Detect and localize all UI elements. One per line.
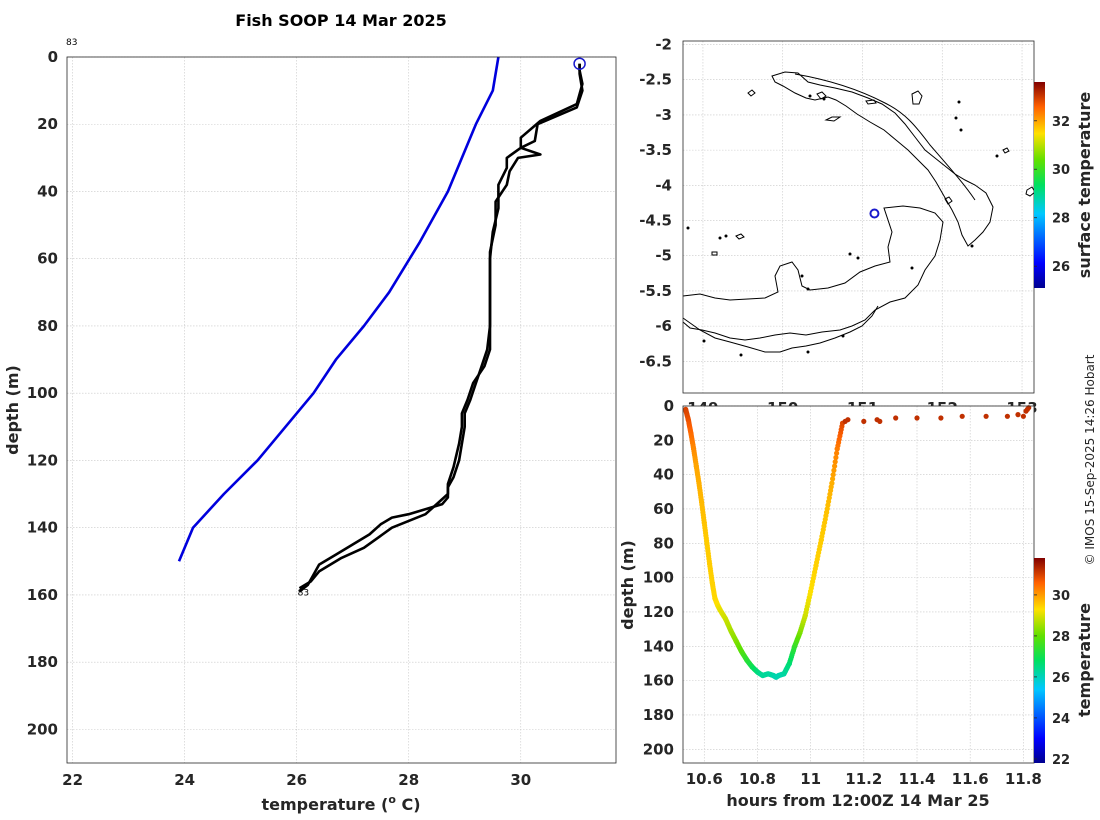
surface-point — [938, 415, 944, 421]
upcast-point — [829, 480, 835, 486]
map-colorbar-tick-label: 28 — [1052, 212, 1070, 227]
profile-y-tick-label: 60 — [37, 250, 58, 268]
map-y-tick-label: -5 — [655, 247, 672, 265]
timeseries-panel: 10.6 10.8 11 11.2 11.4 11.6 11.8 0 20 40 60 80 100 12… — [618, 397, 1094, 810]
temperature-colorbar-label: temperature — [1075, 603, 1094, 717]
temperature-colorbar-tick-label: 26 — [1052, 671, 1070, 686]
map-y-tick-label: -4.5 — [639, 212, 672, 230]
profile-y-label: depth (m) — [3, 365, 22, 455]
upcast-point — [833, 454, 839, 461]
profile-y-tick-label: 80 — [37, 317, 58, 335]
surface-point — [1020, 413, 1026, 419]
upcast-point — [831, 467, 837, 473]
surface-point — [893, 415, 899, 421]
figure-title: Fish SOOP 14 Mar 2025 — [235, 11, 446, 30]
map-colorbar-tick-label: 32 — [1052, 115, 1070, 130]
map-y-tick-label: -6 — [655, 317, 672, 335]
profile-axes-frame — [66, 56, 617, 764]
timeseries-x-tick-label: 11.2 — [845, 770, 882, 788]
timeseries-y-tick-label: 140 — [643, 637, 674, 655]
timeseries-x-tick-label: 11 — [800, 770, 821, 788]
surface-point — [1026, 405, 1032, 411]
temperature-colorbar-tick-label: 24 — [1052, 712, 1070, 727]
temperature-colorbar-tick-label: 28 — [1052, 630, 1070, 645]
map-y-tick-label: -3.5 — [639, 141, 672, 159]
timeseries-y-tick-label: 120 — [643, 603, 674, 621]
profile-series-climatology — [177, 56, 500, 562]
timeseries-x-tick-label: 11.4 — [898, 770, 935, 788]
profile-y-tick-label: 100 — [27, 384, 58, 402]
upcast-point — [832, 459, 838, 465]
profile-y-tick-label: 20 — [37, 115, 58, 133]
surface-point — [1015, 412, 1021, 418]
map-dots — [686, 94, 999, 357]
timeseries-y-tick-label: 160 — [643, 672, 674, 690]
map-y-tick-label: -2 — [655, 36, 672, 54]
timeseries-x-tick-label: 10.6 — [686, 770, 723, 788]
coastline — [682, 71, 1036, 353]
upcast-point — [834, 450, 840, 456]
timeseries-y-tick-label: 200 — [643, 740, 674, 758]
map-panel: 149150151152153-2-2.5-3-3.5-4-4.5-5-5.5-… — [639, 36, 1094, 417]
profile-x-tick-label: 30 — [510, 771, 531, 789]
timeseries-y-tick-label: 100 — [643, 569, 674, 587]
timeseries-y-tick-label: 0 — [664, 397, 674, 415]
profile-x-tick-label: 26 — [286, 771, 307, 789]
profile-y-tick-label: 200 — [27, 720, 58, 738]
surface-point — [983, 413, 989, 419]
profile-start-label: 83 — [66, 38, 77, 48]
map-colorbar-tick-label: 30 — [1052, 163, 1070, 178]
profile-y-tick-label: 0 — [48, 48, 58, 66]
timeseries-y-label: depth (m) — [618, 540, 637, 630]
profile-start-marker — [573, 57, 586, 70]
timeseries-x-label: hours from 12:00Z 14 Mar 25 — [726, 791, 989, 810]
map-y-tick-label: -5.5 — [639, 282, 672, 300]
timeseries-y-tick-label: 40 — [653, 466, 674, 484]
surface-point — [861, 418, 867, 424]
surface-point — [914, 415, 920, 421]
upcast-point — [830, 472, 836, 478]
profile-series-down-cast — [298, 63, 584, 593]
map-location-marker — [869, 208, 880, 219]
surface-point — [877, 418, 883, 424]
surface-point — [1004, 413, 1011, 419]
profile-end-label: 83 — [298, 589, 309, 599]
profile-x-tick-label: 28 — [398, 771, 419, 789]
map-y-tick-label: -6.5 — [639, 352, 672, 370]
timeseries-x-tick-label: 11.6 — [952, 770, 989, 788]
profile-y-tick-label: 120 — [27, 451, 58, 469]
timeseries-y-tick-label: 60 — [653, 500, 674, 518]
profile-y-tick-label: 40 — [37, 182, 58, 200]
map-y-tick-label: -2.5 — [639, 71, 672, 89]
credit-text: © IMOS 15-Sep-2025 14:26 Hobart — [1083, 354, 1097, 565]
map-colorbar-tick-label: 26 — [1052, 260, 1070, 275]
temperature-colorbar-tick-label: 22 — [1052, 753, 1070, 768]
profile-panel: 83 22 24 26 28 30 0 20 40 60 80 100 120 140 160 180 200… — [3, 38, 617, 814]
timeseries-y-tick-label: 20 — [653, 431, 674, 449]
profile-series-up-cast — [298, 63, 584, 590]
map-axes-frame — [682, 40, 1035, 394]
timeseries-y-tick-label: 80 — [653, 534, 674, 552]
profile-x-tick-label: 22 — [62, 771, 83, 789]
profile-y-tick-label: 180 — [27, 653, 58, 671]
map-y-tick-label: -4 — [655, 176, 672, 194]
timeseries-background — [683, 406, 1034, 763]
map-colorbar-label: surface temperature — [1075, 92, 1094, 279]
profile-x-tick-label: 24 — [174, 771, 195, 789]
map-y-tick-label: -3 — [655, 106, 672, 124]
timeseries-x-tick-label: 11.8 — [1005, 770, 1042, 788]
profile-y-tick-label: 140 — [27, 519, 58, 537]
map-colorbar — [1034, 82, 1045, 288]
timeseries-x-tick-label: 10.8 — [739, 770, 776, 788]
surface-point — [845, 417, 851, 423]
temperature-colorbar — [1034, 558, 1045, 763]
surface-point — [959, 413, 965, 419]
profile-x-label: temperature (o C) — [261, 793, 420, 814]
upcast-point — [830, 476, 836, 482]
temperature-colorbar-tick-label: 30 — [1052, 589, 1070, 604]
upcast-point — [832, 463, 838, 469]
timeseries-y-tick-label: 180 — [643, 706, 674, 724]
profile-y-tick-label: 160 — [27, 586, 58, 604]
